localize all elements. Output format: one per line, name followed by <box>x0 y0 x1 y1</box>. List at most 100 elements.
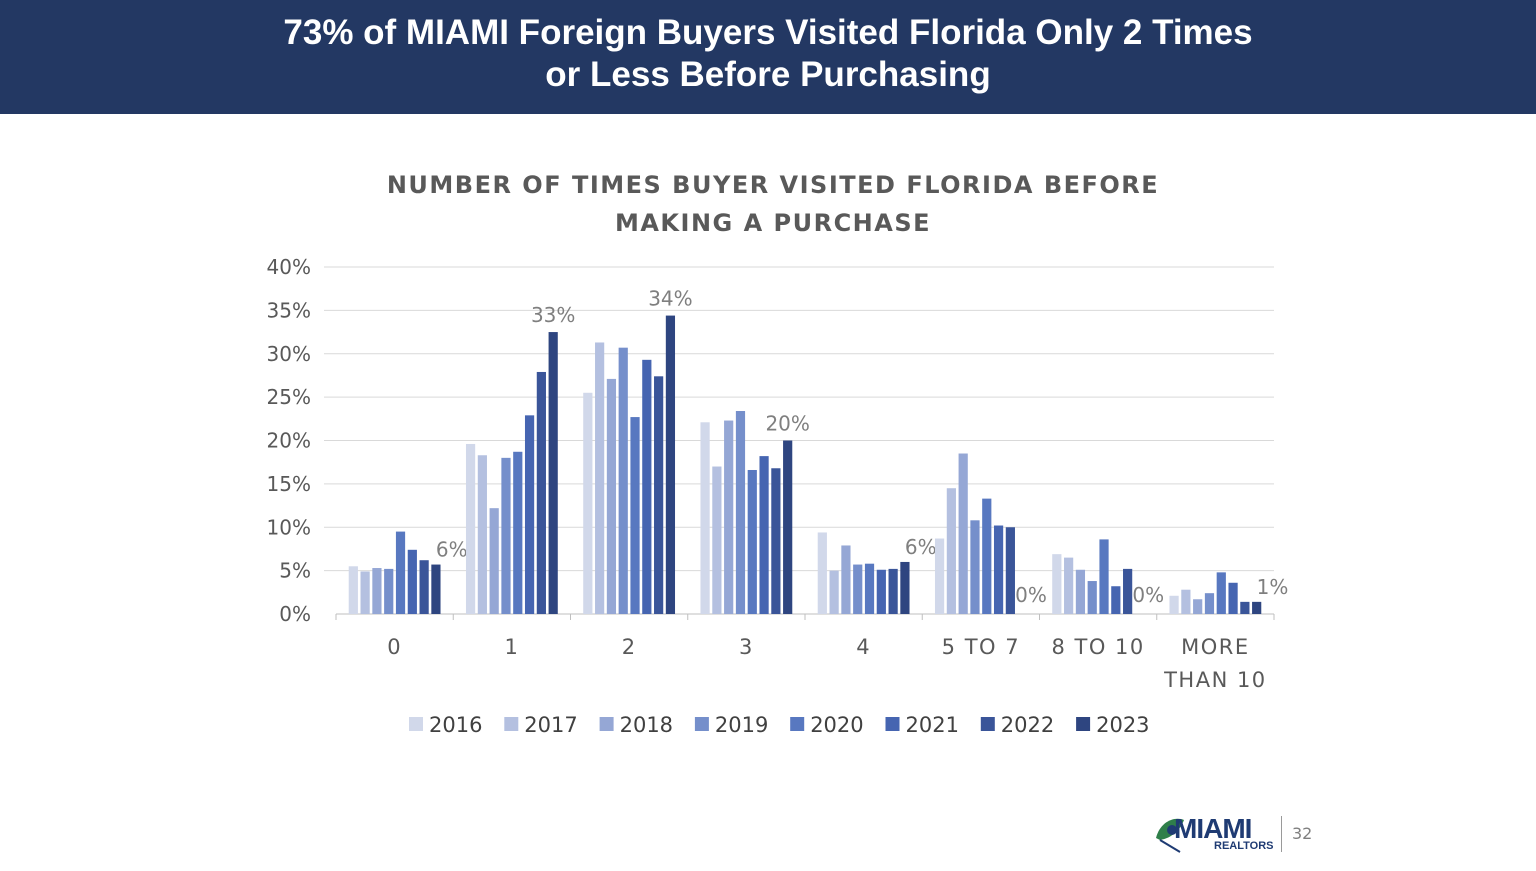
bar-2020 <box>864 563 875 614</box>
bar-2018 <box>606 378 617 614</box>
logo-word: MIAMI <box>1174 813 1252 844</box>
legend-label: 2022 <box>1001 713 1054 737</box>
x-tick-label: 5 TO 7 <box>942 635 1020 659</box>
x-tick-label: 0 <box>387 635 402 659</box>
x-tick-label: 3 <box>739 635 754 659</box>
bar-2016 <box>1169 595 1179 614</box>
legend-swatch <box>599 717 614 731</box>
slide-title-line2: or Less Before Purchasing <box>545 55 991 94</box>
bar-2020 <box>747 469 757 614</box>
chart-title: NUMBER OF TIMES BUYER VISITED FLORIDA BE… <box>300 166 1246 242</box>
bar-2016 <box>465 443 476 614</box>
bar-2016 <box>1052 554 1062 614</box>
bar-2023 <box>783 440 793 614</box>
bar-2023 <box>548 332 558 614</box>
legend-swatch <box>885 717 900 731</box>
logo-subtext: REALTORS <box>1214 840 1274 852</box>
y-tick-label: 10% <box>267 515 311 539</box>
bar-2018 <box>489 508 499 614</box>
bar-2019 <box>853 564 863 614</box>
bar-2022 <box>1123 568 1133 614</box>
legend-label: 2020 <box>810 713 863 737</box>
bar-2018 <box>724 420 734 614</box>
bar-2023 <box>665 315 676 614</box>
y-tick-label: 40% <box>267 255 311 279</box>
title-banner: 73% of MIAMI Foreign Buyers Visited Flor… <box>0 0 1536 114</box>
legend-swatch <box>980 717 995 731</box>
x-tick-label: 1 <box>504 635 519 659</box>
x-tick-label: MORE <box>1181 635 1250 659</box>
bar-2022 <box>536 371 546 614</box>
data-label: 6% <box>436 538 468 562</box>
bar-2019 <box>1204 593 1215 614</box>
bar-2022 <box>1005 527 1015 614</box>
bar-2019 <box>735 411 746 614</box>
bar-2016 <box>934 538 945 614</box>
y-tick-label: 0% <box>279 602 311 626</box>
leaf-icon <box>1156 818 1184 853</box>
x-tick-label: THAN 10 <box>1163 668 1267 692</box>
bar-2018 <box>1193 599 1203 614</box>
bar-2017 <box>360 571 370 614</box>
bar-2017 <box>829 570 839 614</box>
bar-2019 <box>1087 581 1097 614</box>
bar-2021 <box>876 569 886 614</box>
footer-divider <box>1281 816 1282 852</box>
bar-2021 <box>407 549 417 614</box>
legend-label: 2023 <box>1096 713 1149 737</box>
bar-2019 <box>618 347 628 614</box>
legend-swatch <box>1076 717 1091 731</box>
x-tick-label: 4 <box>856 635 871 659</box>
miami-realtors-logo: MIAMI REALTORS <box>1152 812 1274 856</box>
bar-2022 <box>888 568 898 614</box>
bar-2023 <box>1252 601 1262 614</box>
bar-2023 <box>900 561 910 614</box>
bar-2021 <box>524 415 535 614</box>
legend-label: 2021 <box>906 713 959 737</box>
bar-2018 <box>958 453 968 614</box>
x-tick-label: 2 <box>622 635 637 659</box>
bar-2016 <box>700 422 710 614</box>
bar-2017 <box>477 455 487 614</box>
bar-2023 <box>431 564 441 614</box>
bar-2020 <box>630 417 640 614</box>
bar-2022 <box>654 376 664 614</box>
bar-2020 <box>395 531 406 614</box>
legend-swatch <box>790 717 805 731</box>
data-label: 1% <box>1257 575 1289 599</box>
bar-2017 <box>712 466 722 614</box>
data-label: 0% <box>1015 583 1047 607</box>
bar-2017 <box>946 488 956 614</box>
bar-2016 <box>348 566 358 614</box>
bar-2020 <box>1216 572 1226 614</box>
y-tick-label: 15% <box>267 472 311 496</box>
bar-2020 <box>982 498 992 614</box>
bar-2019 <box>384 568 394 614</box>
x-tick-label: 8 TO 10 <box>1051 635 1144 659</box>
slide-title-line1: 73% of MIAMI Foreign Buyers Visited Flor… <box>283 13 1253 52</box>
bar-2020 <box>513 451 523 614</box>
legend-swatch <box>504 717 519 731</box>
bar-2022 <box>1240 601 1250 614</box>
bar-2022 <box>771 468 781 614</box>
bar-2016 <box>583 392 593 614</box>
bar-2022 <box>419 560 429 614</box>
data-label: 20% <box>765 412 809 436</box>
bar-2020 <box>1099 539 1109 614</box>
bar-2018 <box>1075 569 1086 614</box>
bar-2018 <box>372 568 382 614</box>
data-label: 34% <box>648 287 692 311</box>
legend-label: 2018 <box>620 713 673 737</box>
bar-2018 <box>841 545 851 614</box>
legend-label: 2019 <box>715 713 768 737</box>
bar-2021 <box>759 456 769 614</box>
data-label: 0% <box>1132 583 1164 607</box>
bar-2017 <box>1064 557 1074 614</box>
bar-2021 <box>642 359 652 614</box>
legend-swatch <box>694 717 709 731</box>
bar-2016 <box>817 532 827 614</box>
legend-label: 2016 <box>429 713 482 737</box>
y-tick-label: 25% <box>267 385 311 409</box>
y-tick-label: 30% <box>267 342 311 366</box>
